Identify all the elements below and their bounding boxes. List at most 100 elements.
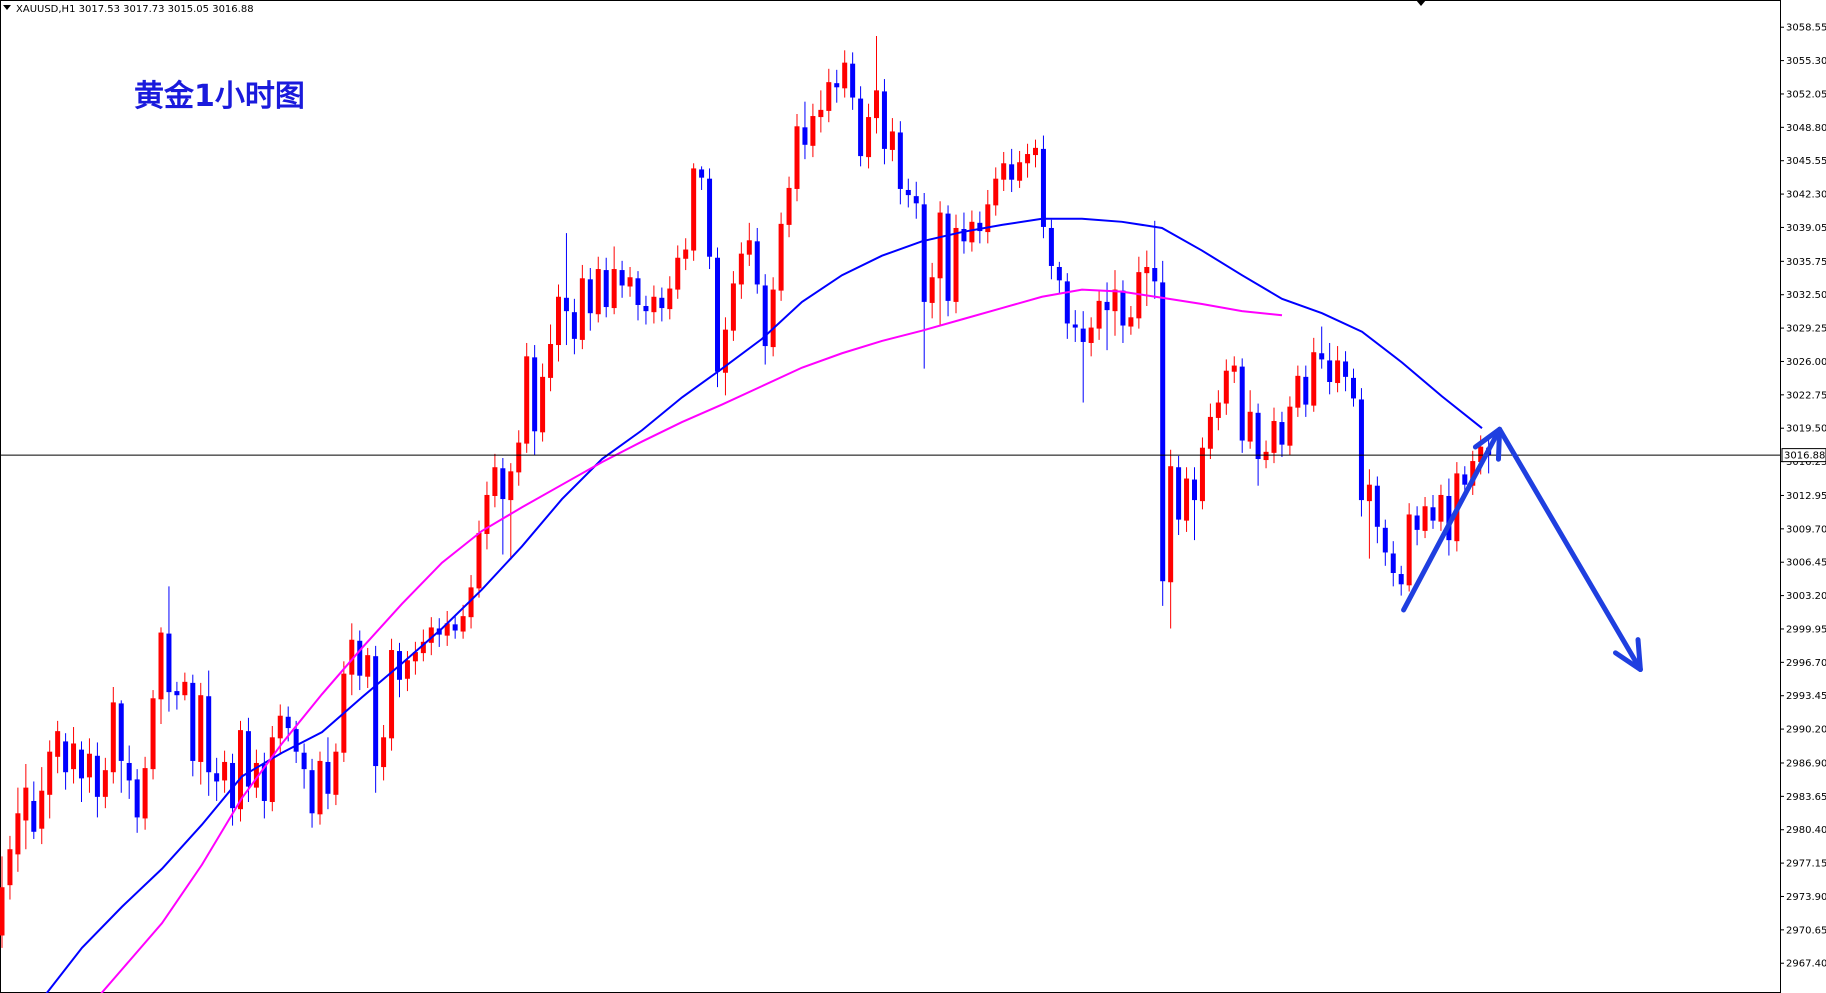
candle-body	[1303, 376, 1309, 405]
candle-body	[1398, 574, 1404, 585]
ma-fast-line	[45, 217, 1483, 993]
candle-body	[238, 730, 243, 810]
axis-tick-label: 2990.20	[1786, 725, 1826, 736]
candle-body	[1319, 353, 1325, 360]
candle-body	[468, 587, 474, 618]
candle-body	[619, 270, 625, 286]
candle-body	[94, 755, 100, 797]
candle-body	[269, 737, 275, 802]
candle-body	[571, 312, 577, 339]
candle-body	[929, 277, 935, 303]
candle-body	[1048, 227, 1054, 266]
candle-body	[881, 91, 887, 149]
candle-body	[953, 227, 959, 302]
candle-body	[699, 169, 705, 178]
candle-body	[1080, 328, 1086, 342]
axis-tick-label: 2999.95	[1786, 624, 1826, 635]
candle-body	[1478, 446, 1484, 463]
candle-body	[1438, 494, 1444, 522]
candle-body	[556, 296, 561, 346]
candle-body	[563, 297, 569, 312]
candle-body	[786, 187, 792, 225]
candle-body	[1271, 421, 1277, 453]
candle-body	[1001, 163, 1007, 180]
candle-body	[1128, 317, 1134, 327]
candle-body	[134, 779, 140, 818]
axis-tick-label: 2977.15	[1786, 859, 1826, 870]
candle-body	[548, 344, 554, 378]
candle-body	[1430, 507, 1436, 521]
candle-body	[1072, 324, 1078, 328]
candle-body	[850, 63, 856, 98]
candle-body	[1144, 266, 1150, 274]
candle-body	[1446, 495, 1452, 541]
current-price-box: 3016.88	[1781, 448, 1826, 463]
candle-body	[1255, 412, 1261, 460]
candle-body	[357, 640, 363, 676]
candle-body	[47, 751, 53, 795]
candle-body	[762, 285, 768, 347]
candle-body	[31, 800, 37, 832]
candle-body	[23, 787, 29, 821]
candle-body	[524, 356, 530, 444]
candle-body	[325, 761, 331, 794]
candle-body	[715, 257, 720, 372]
candle-body	[1462, 474, 1468, 485]
down-arrow-shaft	[1497, 426, 1643, 673]
candle-body	[1104, 301, 1110, 311]
down-arrow-head-icon	[1612, 637, 1643, 673]
candle-body	[373, 656, 379, 767]
candle-body	[532, 357, 538, 432]
candle-body	[1335, 360, 1341, 384]
candle-body	[460, 616, 466, 632]
candle-body	[79, 749, 84, 779]
candle-body	[1231, 365, 1237, 372]
axis-tick-label: 3016.25	[1786, 457, 1826, 468]
candle-body	[166, 633, 172, 693]
candle-body	[874, 90, 879, 119]
candle-body	[1199, 447, 1205, 502]
candle-body	[683, 249, 689, 259]
ma-slow-line	[100, 288, 1283, 993]
axis-tick-label: 3048.80	[1786, 123, 1826, 134]
candle-body	[1239, 366, 1245, 441]
axis-tick-label: 3022.75	[1786, 390, 1826, 401]
candle-body	[1009, 164, 1015, 180]
candle-body	[1343, 361, 1349, 377]
candle-body	[635, 278, 641, 305]
candle-body	[7, 849, 13, 886]
candle-body	[1247, 411, 1253, 442]
candle-body	[675, 257, 681, 290]
candle-body	[778, 223, 784, 291]
candle-body	[945, 213, 951, 301]
candle-body	[1160, 282, 1166, 582]
candle-body	[1414, 515, 1420, 530]
axis-tick-label: 2967.40	[1786, 959, 1826, 970]
candle-body	[754, 241, 760, 285]
candle-body	[516, 442, 522, 473]
candle-body	[118, 703, 124, 761]
candle-body	[603, 270, 609, 308]
chart-annotation-title: 黄金1小时图	[134, 79, 305, 114]
annotation-arrows-layer	[1401, 426, 1643, 673]
candle-body	[1422, 506, 1428, 531]
candle-body	[174, 691, 180, 696]
candle-body	[39, 790, 45, 829]
candle-body	[730, 283, 736, 331]
axis-tick-label: 3026.00	[1786, 357, 1826, 368]
axis-tick-label: 3055.30	[1786, 56, 1826, 67]
candle-body	[206, 696, 212, 773]
triangle-down-icon[interactable]	[3, 5, 11, 10]
candle-body	[818, 109, 824, 118]
shift-marker-icon[interactable]	[1416, 0, 1426, 6]
candle-body	[1374, 485, 1380, 527]
candle-body	[889, 131, 895, 150]
candle-body	[1279, 422, 1285, 445]
candle-body	[738, 253, 744, 285]
candle-body	[285, 716, 291, 729]
candle-body	[993, 178, 999, 206]
moving-averages-layer	[45, 217, 1483, 993]
candle-body	[802, 127, 808, 145]
